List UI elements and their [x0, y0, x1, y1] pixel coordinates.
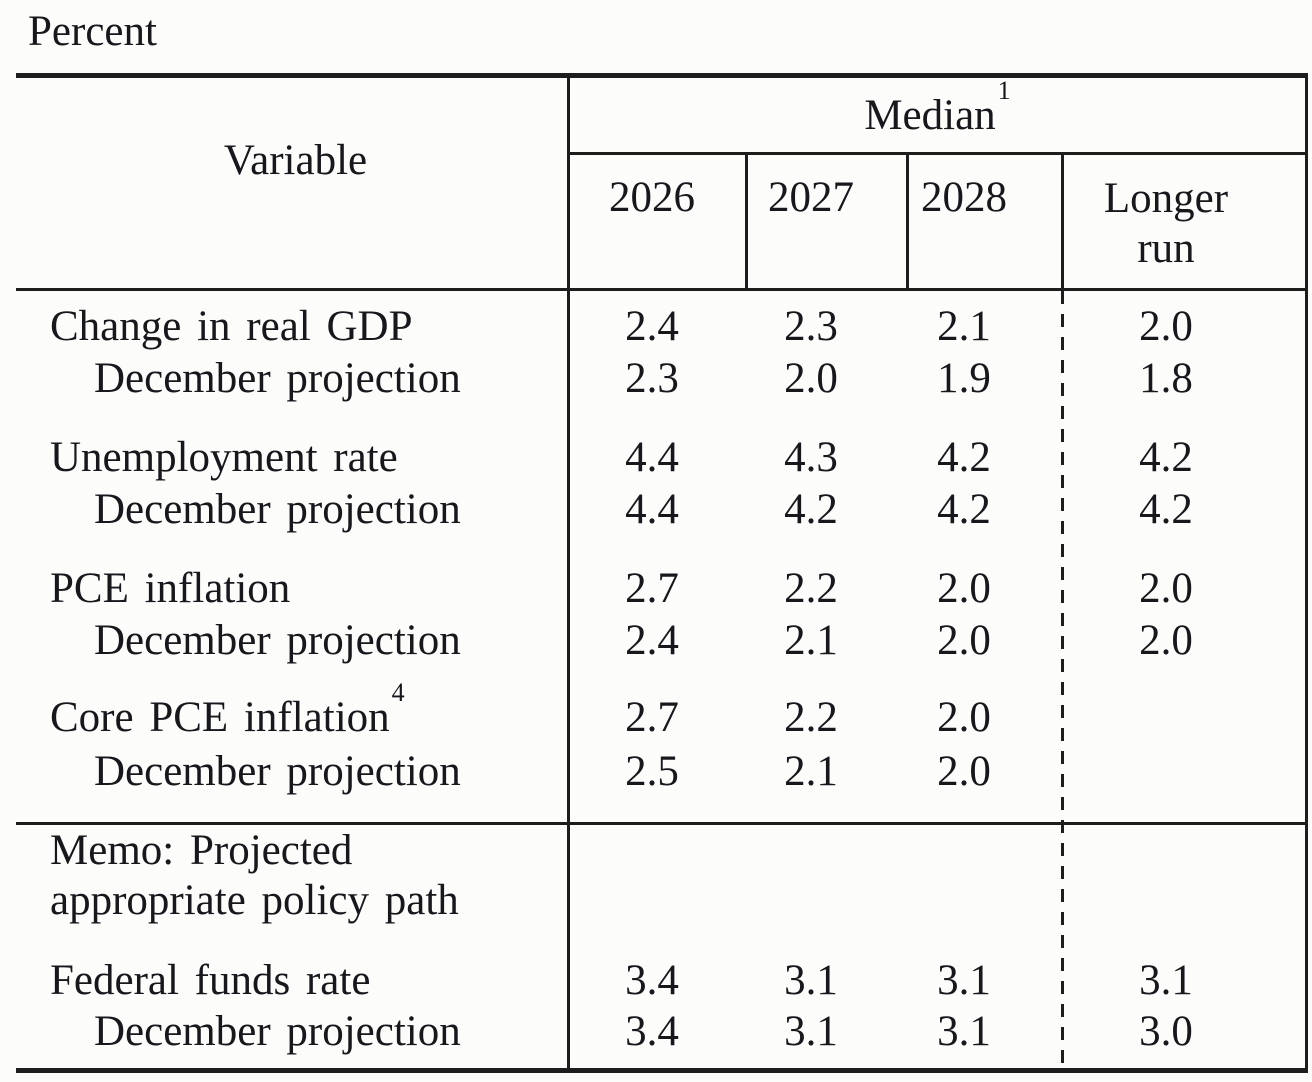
cell-2026: 4.4	[625, 486, 679, 533]
cell-longer-run: 3.0	[1139, 1008, 1193, 1055]
row-label: December projection	[94, 355, 461, 402]
row-label: December projection	[94, 617, 461, 664]
cell-longer-run: 3.1	[1139, 957, 1193, 1004]
longer-run-divider-header	[1061, 152, 1064, 291]
row-label: December projection	[94, 486, 461, 533]
year-divider-2027-2028	[906, 152, 909, 291]
cell-2026: 2.7	[625, 565, 679, 612]
longer-run-divider-dashed	[1061, 291, 1064, 1070]
year-divider-2026-2027	[745, 152, 748, 291]
row-label: PCE inflation	[50, 565, 291, 612]
variable-header: Variable	[223, 137, 368, 184]
cell-longer-run: 2.0	[1139, 303, 1193, 350]
cell-longer-run: 4.2	[1139, 434, 1193, 481]
row-label: Unemployment rate	[50, 434, 398, 481]
row-label: Change in real GDP	[50, 303, 413, 350]
cell-2028: 4.2	[937, 486, 991, 533]
row-label: Core PCE inflation4	[50, 677, 405, 741]
memo-line-1: Memo: Projected	[50, 827, 353, 874]
row-label: December projection	[94, 748, 461, 795]
table-row: PCE inflation 2.7 2.2 2.0 2.0	[0, 563, 1312, 615]
median-header-text: Median	[864, 92, 996, 139]
table-row: Unemployment rate 4.4 4.3 4.2 4.2	[0, 432, 1312, 484]
table-bottom-rule	[16, 1068, 1308, 1073]
cell-longer-run: 2.0	[1139, 617, 1193, 664]
cell-2026: 3.4	[625, 1008, 679, 1055]
cell-2026: 2.4	[625, 617, 679, 664]
memo-section-rule	[16, 822, 1308, 825]
memo-line-2: appropriate policy path	[50, 877, 459, 924]
longer-run-header: Longer run	[1103, 175, 1229, 272]
table-row: Core PCE inflation4 2.7 2.2 2.0	[0, 677, 1312, 744]
table-row: December projection 3.4 3.1 3.1 3.0	[0, 1006, 1312, 1058]
cell-2026: 2.7	[625, 694, 679, 741]
cell-2026: 2.5	[625, 748, 679, 795]
table-row: December projection 2.5 2.1 2.0	[0, 746, 1312, 798]
cell-2026: 4.4	[625, 434, 679, 481]
cell-2028: 2.1	[937, 303, 991, 350]
cell-2027: 2.2	[784, 694, 838, 741]
year-header-2027: 2027	[768, 174, 854, 221]
cell-2028: 4.2	[937, 434, 991, 481]
row-label: Federal funds rate	[50, 957, 371, 1004]
cell-2028: 3.1	[937, 1008, 991, 1055]
cell-2026: 3.4	[625, 957, 679, 1004]
cell-longer-run: 2.0	[1139, 565, 1193, 612]
cell-2027: 2.0	[784, 355, 838, 402]
cell-2028: 2.0	[937, 748, 991, 795]
cell-2027: 2.2	[784, 565, 838, 612]
cell-longer-run: 4.2	[1139, 486, 1193, 533]
header-bottom-rule	[16, 288, 1308, 291]
cell-2028: 3.1	[937, 957, 991, 1004]
cell-2027: 4.3	[784, 434, 838, 481]
cell-2028: 1.9	[937, 355, 991, 402]
cell-2027: 2.1	[784, 617, 838, 664]
unit-label: Percent	[28, 8, 157, 55]
table-row: Federal funds rate 3.4 3.1 3.1 3.1	[0, 955, 1312, 1007]
variable-column-divider	[567, 73, 570, 1073]
footnote-marker: 4	[391, 677, 405, 707]
cell-2026: 2.3	[625, 355, 679, 402]
median-underline-rule	[567, 152, 1308, 155]
cell-2027: 2.3	[784, 303, 838, 350]
table-row: December projection 2.3 2.0 1.9 1.8	[0, 353, 1312, 405]
cell-2028: 2.0	[937, 565, 991, 612]
year-header-2026: 2026	[609, 174, 695, 221]
table-row: December projection 2.4 2.1 2.0 2.0	[0, 615, 1312, 667]
cell-2028: 2.0	[937, 694, 991, 741]
cell-2027: 2.1	[784, 748, 838, 795]
cell-2027: 3.1	[784, 1008, 838, 1055]
cell-2027: 4.2	[784, 486, 838, 533]
table-row: December projection 4.4 4.2 4.2 4.2	[0, 484, 1312, 536]
table-top-rule	[16, 73, 1308, 78]
table-right-border	[1305, 73, 1308, 1073]
table-row: Change in real GDP 2.4 2.3 2.1 2.0	[0, 301, 1312, 353]
row-label: December projection	[94, 1008, 461, 1055]
cell-longer-run: 1.8	[1139, 355, 1193, 402]
median-header: Median1	[567, 77, 1308, 139]
cell-2028: 2.0	[937, 617, 991, 664]
cell-2026: 2.4	[625, 303, 679, 350]
median-footnote-marker: 1	[997, 75, 1011, 105]
cell-2027: 3.1	[784, 957, 838, 1004]
year-header-2028: 2028	[921, 174, 1007, 221]
memo-heading: Memo: Projected appropriate policy path	[50, 826, 459, 926]
